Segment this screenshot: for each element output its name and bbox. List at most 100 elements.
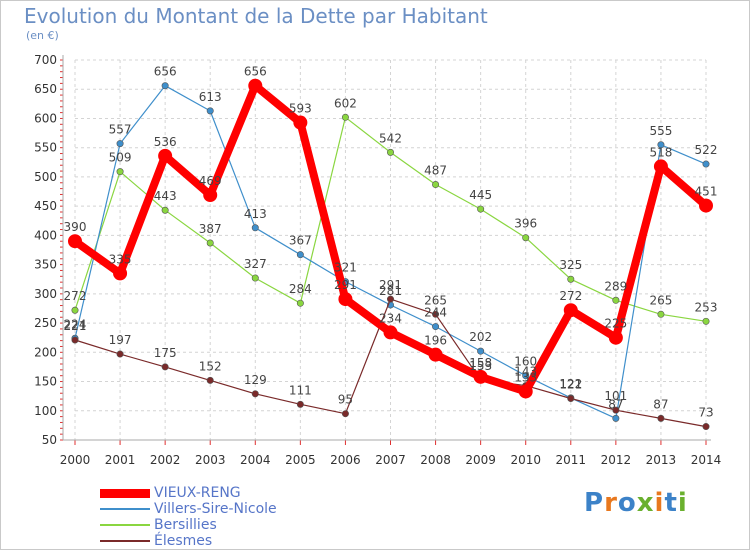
data-point — [522, 234, 530, 242]
x-tick-label: 2014 — [691, 453, 722, 467]
data-point — [432, 310, 440, 318]
y-tick-label: 600 — [34, 111, 57, 125]
legend-swatch — [100, 540, 150, 542]
data-point — [702, 423, 710, 431]
y-tick-label: 300 — [34, 287, 57, 301]
data-label: 593 — [289, 102, 312, 116]
x-tick-label: 2013 — [646, 453, 677, 467]
data-point — [612, 296, 620, 304]
data-label: 224 — [64, 317, 87, 331]
data-point — [296, 400, 304, 408]
data-label: 143 — [514, 365, 537, 379]
data-point — [161, 206, 169, 214]
data-label: 202 — [469, 330, 492, 344]
x-tick-label: 2006 — [330, 453, 361, 467]
logo-letter: t — [664, 488, 678, 518]
data-label: 87 — [608, 397, 623, 411]
data-point — [567, 394, 575, 402]
data-point — [657, 414, 665, 422]
data-point — [341, 410, 349, 418]
data-label: 536 — [154, 135, 177, 149]
data-label: 175 — [154, 346, 177, 360]
legend-swatch — [100, 524, 150, 526]
y-tick-label: 450 — [34, 199, 57, 213]
legend-swatch — [100, 508, 150, 510]
data-label: 509 — [109, 151, 132, 165]
data-point — [612, 414, 620, 422]
x-tick-label: 2002 — [150, 453, 181, 467]
x-tick-label: 2011 — [556, 453, 587, 467]
logo-letter: i — [654, 488, 665, 518]
data-label: 396 — [514, 217, 537, 231]
data-point — [657, 141, 665, 149]
data-label: 244 — [424, 306, 447, 320]
legend-label: Élesmes — [154, 533, 213, 549]
data-label: 325 — [559, 258, 582, 272]
data-label: 225 — [604, 317, 627, 331]
data-label: 111 — [289, 383, 312, 397]
legend-item-bersillies[interactable]: Bersillies — [100, 517, 277, 533]
data-label: 284 — [289, 282, 312, 296]
data-point — [341, 113, 349, 121]
data-label: 557 — [109, 123, 132, 137]
data-point — [386, 148, 394, 156]
x-tick-label: 2004 — [240, 453, 271, 467]
data-point — [206, 376, 214, 384]
data-labels: 272 509 443 387 327 284 602 542 487 445 396 325 289 2… — [64, 65, 718, 420]
data-label: 121 — [559, 377, 582, 391]
data-label: 656 — [244, 65, 267, 79]
data-label: 291 — [334, 278, 357, 292]
x-tick-label: 2010 — [510, 453, 541, 467]
data-point — [473, 369, 488, 384]
data-label: 281 — [379, 284, 402, 298]
x-tick-label: 2001 — [105, 453, 136, 467]
legend-item-villers-sire-nicole[interactable]: Villers-Sire-Nicole — [100, 501, 277, 517]
legend-item-elesmes[interactable]: Élesmes — [100, 533, 277, 549]
data-point — [522, 372, 530, 380]
logo-letter: o — [617, 488, 637, 518]
data-point — [116, 140, 124, 148]
y-tick-label: 400 — [34, 228, 57, 242]
y-tick-label: 150 — [34, 375, 57, 389]
data-point — [206, 239, 214, 247]
data-point — [338, 292, 353, 307]
data-point — [477, 347, 485, 355]
data-label: 133 — [514, 370, 537, 384]
logo-letter: x — [636, 488, 655, 518]
data-label: 321 — [334, 261, 357, 275]
data-label: 158 — [469, 356, 492, 370]
grid-lines — [74, 59, 707, 441]
y-axis-unit-label: (en €) — [26, 29, 59, 42]
data-point — [251, 224, 259, 232]
logo-letter: r — [604, 488, 618, 518]
data-point — [563, 303, 578, 318]
legend-item-vieux-reng[interactable]: VIEUX-RENG — [100, 485, 277, 501]
y-tick-label: 250 — [34, 316, 57, 330]
data-point — [432, 181, 440, 189]
y-tick-label: 500 — [34, 170, 57, 184]
data-label: 445 — [469, 188, 492, 202]
data-point — [251, 274, 259, 282]
data-point — [702, 317, 710, 325]
data-point — [161, 82, 169, 90]
data-point — [477, 205, 485, 213]
data-point — [567, 275, 575, 283]
data-label: 272 — [559, 289, 582, 303]
data-label: 272 — [64, 289, 87, 303]
data-point — [296, 251, 304, 259]
data-point — [203, 188, 218, 203]
data-point — [608, 330, 623, 345]
data-point — [386, 295, 394, 303]
data-label: 95 — [338, 393, 353, 407]
data-point — [251, 390, 259, 398]
axes: 50 100 150 200 250 300 350 400 450 500 550 600 650 70… — [34, 53, 721, 467]
data-label: 335 — [109, 252, 132, 266]
y-tick-label: 200 — [34, 345, 57, 359]
data-point — [248, 78, 263, 93]
data-label: 196 — [424, 334, 447, 348]
logo-letter: i — [677, 488, 688, 518]
data-point — [158, 148, 173, 163]
data-label: 522 — [695, 143, 718, 157]
data-point — [653, 159, 668, 174]
data-label: 387 — [199, 222, 222, 236]
